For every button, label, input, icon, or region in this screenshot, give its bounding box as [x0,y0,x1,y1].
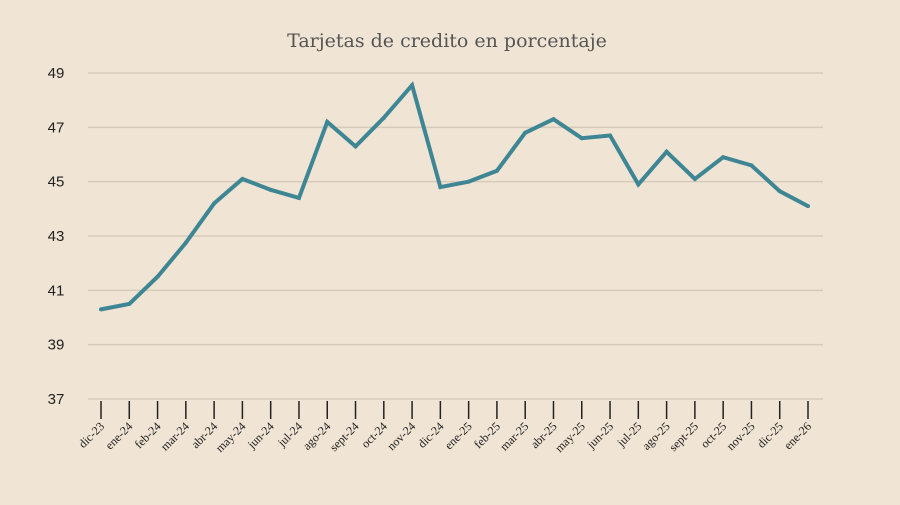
data-point [466,179,471,184]
data-point [381,115,386,120]
data-point [212,201,217,206]
x-tick-label: dic-24 [415,419,447,451]
data-point [296,195,301,200]
data-point [608,133,613,138]
x-tick-label: oct-24 [358,419,390,451]
y-tick-label: 49 [48,65,65,82]
data-point [183,240,188,245]
gridlines [88,72,823,400]
data-point [692,176,697,181]
series-line [100,81,809,312]
x-tick-label: mar-24 [158,419,192,453]
data-point [579,136,584,141]
data-point [155,274,160,279]
y-tick-label: 37 [48,391,65,408]
x-tick-label: jun-24 [244,419,277,452]
x-tick-label: ene-24 [102,419,135,452]
x-tick-label: dic-23 [76,419,108,451]
x-tick-label: ago-25 [639,419,672,452]
data-point [494,168,499,173]
data-point [127,301,132,306]
data-point [523,130,528,135]
x-tick-label: may-25 [552,419,588,455]
data-point [410,83,415,88]
series-line-group [99,81,810,312]
x-tick-label: feb-25 [471,419,503,451]
y-tick-label: 45 [48,174,65,191]
x-tick-label: feb-24 [132,419,164,451]
data-point [749,163,754,168]
data-point [721,155,726,160]
x-tick-label: nov-24 [384,419,418,453]
data-point [806,204,810,209]
x-tick-label: jul-25 [614,419,645,450]
x-tick-label: ene-25 [442,419,475,452]
data-point [99,307,103,312]
x-tick-label: oct-25 [698,419,730,451]
chart-title: Tarjetas de credito en porcentaje [287,30,607,52]
y-axis: 37 39 41 43 45 47 49 [48,65,65,408]
data-point [240,176,245,181]
x-axis: dic-23ene-24feb-24mar-24abr-24may-24jun-… [76,401,814,455]
x-tick-label: jul-24 [274,419,305,450]
x-tick-label: nov-25 [724,419,758,453]
data-point [636,182,641,187]
y-tick-label: 39 [48,337,65,354]
x-tick-label: ago-24 [300,419,333,452]
data-point [551,117,556,122]
x-tick-label: mar-25 [497,419,531,453]
x-tick-label: may-24 [213,419,249,455]
data-point [664,149,669,154]
x-tick-label: dic-25 [754,419,786,451]
x-tick-label: ene-26 [781,419,814,452]
data-point [325,119,330,124]
data-point [777,189,782,194]
y-tick-label: 41 [48,282,65,299]
x-tick-label: sept-24 [327,419,362,454]
data-point [353,144,358,149]
data-point [438,185,443,190]
data-point [268,187,273,192]
y-tick-label: 43 [48,228,65,245]
y-tick-label: 47 [48,119,65,136]
x-tick-label: sept-25 [666,419,701,454]
x-tick-label: jun-25 [583,419,616,452]
